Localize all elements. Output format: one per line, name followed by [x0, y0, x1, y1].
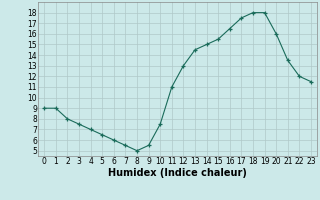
- X-axis label: Humidex (Indice chaleur): Humidex (Indice chaleur): [108, 168, 247, 178]
